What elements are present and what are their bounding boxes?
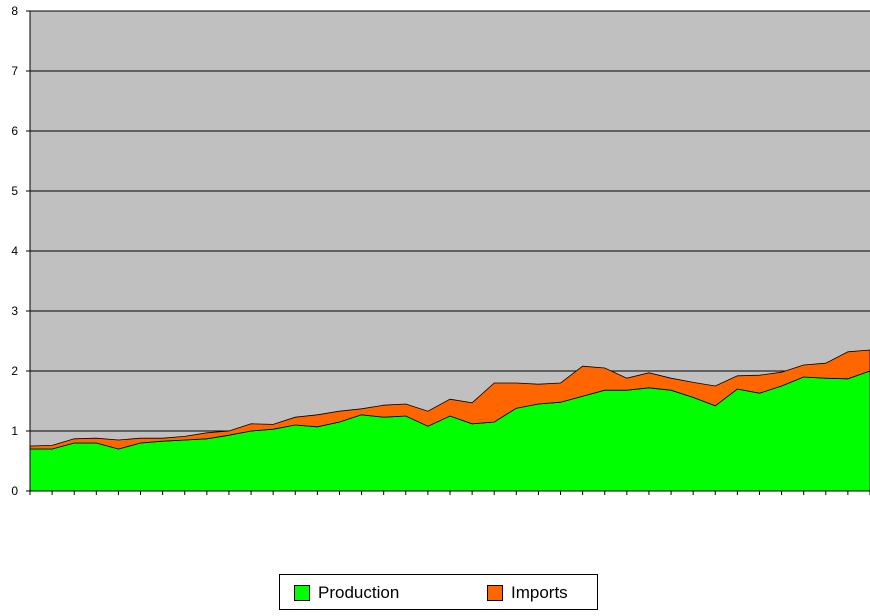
y-tick-label: 8	[11, 4, 18, 18]
y-tick-label: 6	[11, 124, 18, 138]
x-axis-ticks	[29, 491, 870, 495]
gridlines	[30, 10, 870, 432]
legend-item-imports: Imports	[487, 583, 568, 603]
y-tick-label: 3	[11, 304, 18, 318]
legend: Production Imports	[279, 574, 598, 610]
y-tick-label: 2	[11, 364, 18, 378]
y-tick-label: 7	[11, 64, 18, 78]
y-tick-label: 1	[11, 424, 18, 438]
area-imports	[29, 349, 870, 450]
y-tick-label: 5	[11, 184, 18, 198]
legend-label-imports: Imports	[511, 583, 568, 602]
stacked-area-chart: 0 1 2 3 4 5 6 7 8	[11, 4, 870, 498]
legend-label-production: Production	[318, 583, 400, 602]
legend-swatch-production	[294, 585, 310, 601]
y-tick-label: 4	[11, 244, 18, 258]
legend-item-production: Production	[294, 583, 399, 603]
legend-swatch-imports	[487, 585, 503, 601]
y-axis-ticks: 0 1 2 3 4 5 6 7 8	[11, 4, 30, 498]
y-tick-label: 0	[11, 484, 18, 498]
